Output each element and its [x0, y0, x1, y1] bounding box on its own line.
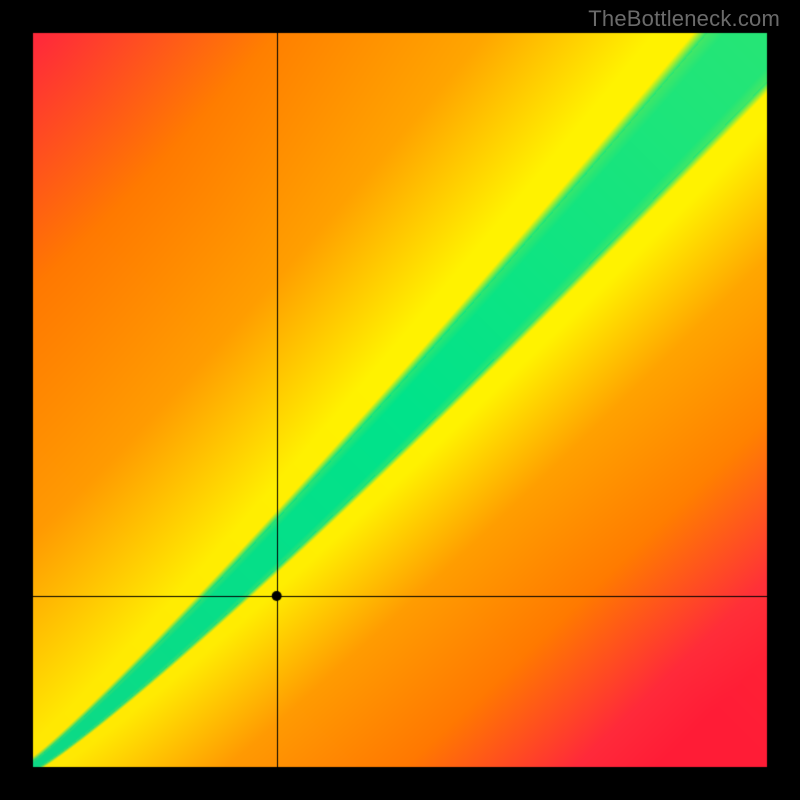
watermark-text: TheBottleneck.com	[588, 6, 780, 32]
chart-container: TheBottleneck.com	[0, 0, 800, 800]
heatmap-canvas	[0, 0, 800, 800]
